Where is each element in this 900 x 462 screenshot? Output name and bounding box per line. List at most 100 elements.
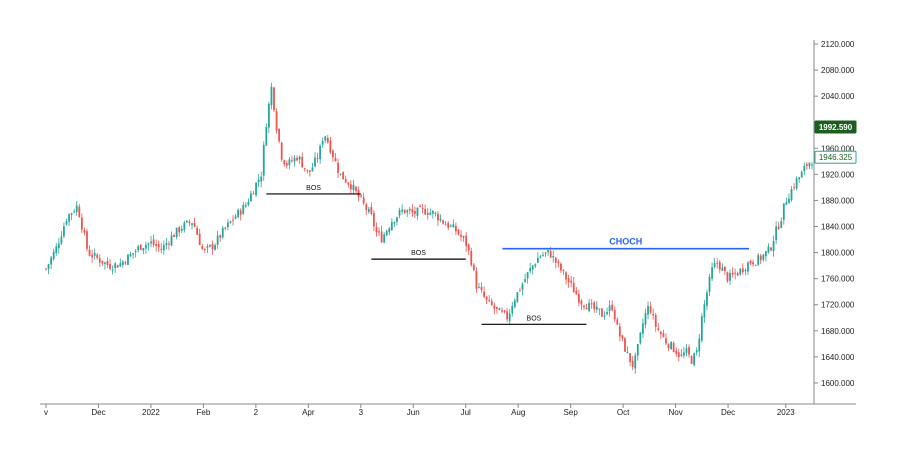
candle-body — [65, 221, 68, 225]
candle-body — [206, 246, 209, 248]
candle-body — [547, 250, 550, 253]
candle-body — [375, 227, 378, 233]
candle-body — [526, 272, 529, 279]
candle-body — [232, 219, 234, 221]
candle-body — [155, 244, 158, 247]
candle-body — [811, 164, 813, 166]
candle-body — [242, 205, 245, 215]
candle-body — [772, 241, 775, 252]
candle-body — [244, 205, 247, 207]
candle-body — [283, 160, 286, 165]
candle-body — [511, 305, 514, 314]
candle-body — [475, 270, 478, 289]
candle-body — [160, 248, 163, 250]
candle-body — [344, 179, 347, 183]
candle-body — [554, 257, 557, 263]
candle-body — [186, 220, 188, 223]
candle-body — [303, 168, 306, 170]
candle-body — [536, 257, 539, 263]
candle-body — [211, 244, 214, 250]
candle-body — [457, 229, 460, 235]
candle-body — [667, 344, 670, 349]
x-tick-label: Jul — [461, 408, 471, 417]
candle-body — [629, 353, 632, 362]
candle-body — [503, 310, 506, 312]
candle-body — [706, 292, 708, 306]
candle-body — [752, 262, 754, 265]
candle-body — [685, 348, 688, 354]
candle-body — [770, 247, 772, 251]
candle-body — [580, 300, 583, 305]
candle-body — [606, 311, 608, 315]
candle-body — [618, 326, 621, 337]
candle-body — [183, 222, 186, 231]
candle-body — [157, 244, 160, 248]
candle-body — [109, 263, 111, 269]
candle-body — [447, 223, 450, 228]
candle-body — [557, 261, 560, 263]
candle-body — [452, 224, 455, 228]
y-tick-label: 1880.000 — [821, 196, 855, 205]
candle-body — [631, 360, 634, 367]
candle-body — [721, 267, 724, 271]
y-tick-label: 2040.000 — [821, 92, 855, 101]
candle-body — [649, 306, 652, 313]
candle-body — [57, 243, 60, 249]
candle-body — [777, 226, 780, 229]
candle-body — [114, 263, 117, 269]
candle-body — [693, 353, 696, 366]
candle-body — [470, 251, 473, 265]
candle-body — [45, 268, 47, 270]
candle-body — [644, 313, 647, 325]
price-badge — [814, 150, 857, 164]
candle-body — [152, 239, 155, 245]
candle-body — [603, 315, 606, 317]
candle-body — [419, 205, 421, 208]
y-tick-label: 1800.000 — [821, 249, 855, 258]
candle-body — [301, 156, 304, 168]
candle-body — [744, 270, 747, 272]
candle-body — [634, 355, 637, 369]
candle-body — [460, 234, 462, 237]
candle-body — [98, 258, 101, 263]
candle-body — [465, 235, 468, 247]
candle-body — [296, 157, 298, 161]
candle-body — [147, 243, 150, 246]
candle-body — [680, 354, 683, 356]
candle-body — [52, 251, 55, 260]
candle-body — [221, 227, 224, 238]
annotations-layer: BOS BOS BOS CHOCH — [266, 185, 750, 325]
candle-body — [462, 236, 465, 238]
candle-body — [726, 272, 729, 282]
candle-body — [396, 217, 398, 222]
candle-body — [337, 162, 339, 173]
bos-label: BOS — [527, 315, 542, 322]
candle-body — [442, 220, 444, 224]
candle-body — [560, 263, 562, 271]
price-badge-label: 1946.325 — [819, 153, 853, 162]
candle-body — [672, 343, 675, 353]
candle-body — [168, 243, 170, 245]
candle-body — [198, 233, 201, 246]
candle-body — [416, 207, 419, 216]
candle-body — [370, 206, 373, 214]
candle-body — [203, 248, 206, 250]
candle-body — [608, 305, 611, 311]
candle-body — [252, 193, 255, 195]
candle-body — [80, 217, 83, 230]
candle-body — [688, 347, 690, 355]
candle-body — [129, 254, 132, 257]
candle-body — [647, 305, 649, 315]
x-tick-label: Sep — [564, 408, 579, 417]
candle-body — [590, 303, 593, 305]
candle-body — [180, 228, 183, 231]
candle-body — [495, 306, 498, 309]
candle-body — [121, 261, 124, 266]
x-tick-label: Nov — [668, 408, 682, 417]
candles-layer — [45, 82, 813, 374]
candle-body — [636, 344, 639, 356]
candle-body — [498, 308, 501, 311]
candle-body — [214, 245, 216, 250]
candle-body — [805, 164, 808, 166]
candle-body — [716, 262, 719, 264]
